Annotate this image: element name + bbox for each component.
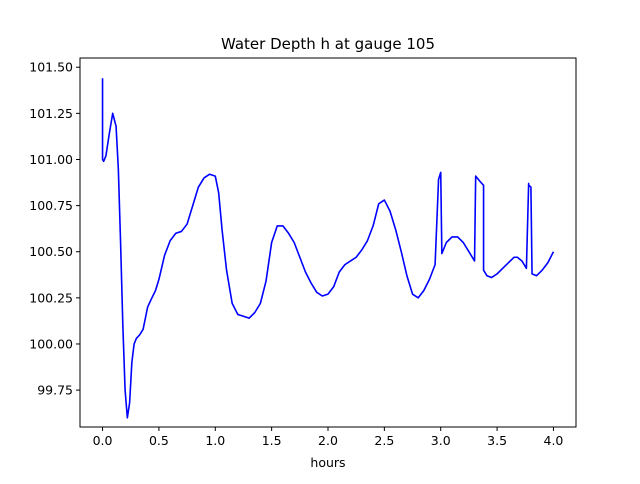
- x-tick-label: 2.0: [318, 433, 338, 448]
- y-tick-label: 101.00: [29, 152, 73, 167]
- x-tick-label: 3.5: [487, 433, 507, 448]
- y-tick-label: 100.25: [29, 290, 73, 305]
- x-axis: 0.0 0.5 1.0 1.5 2.0 2.5 3.0 3.5 4.0: [93, 427, 564, 448]
- x-tick-label: 3.0: [431, 433, 451, 448]
- chart-title: Water Depth h at gauge 105: [221, 35, 435, 53]
- y-tick-label: 100.75: [29, 198, 73, 213]
- y-tick-label: 99.75: [37, 383, 73, 398]
- y-tick-label: 101.50: [29, 60, 73, 75]
- y-axis: 99.75 100.00 100.25 100.50 100.75 101.00 101.2…: [29, 60, 80, 398]
- x-tick-label: 0.5: [149, 433, 169, 448]
- series-line: [101, 78, 555, 419]
- x-tick-label: 2.5: [374, 433, 394, 448]
- y-tick-label: 100.00: [29, 336, 73, 351]
- x-tick-label: 1.5: [262, 433, 282, 448]
- x-tick-label: 1.0: [205, 433, 225, 448]
- x-tick-label: 0.0: [93, 433, 113, 448]
- plot-area-frame: [79, 57, 577, 428]
- x-axis-label: hours: [310, 455, 345, 470]
- plot-series: [101, 78, 555, 419]
- y-tick-label: 100.50: [29, 244, 73, 259]
- x-tick-label: 4.0: [544, 433, 564, 448]
- y-tick-label: 101.25: [29, 106, 73, 121]
